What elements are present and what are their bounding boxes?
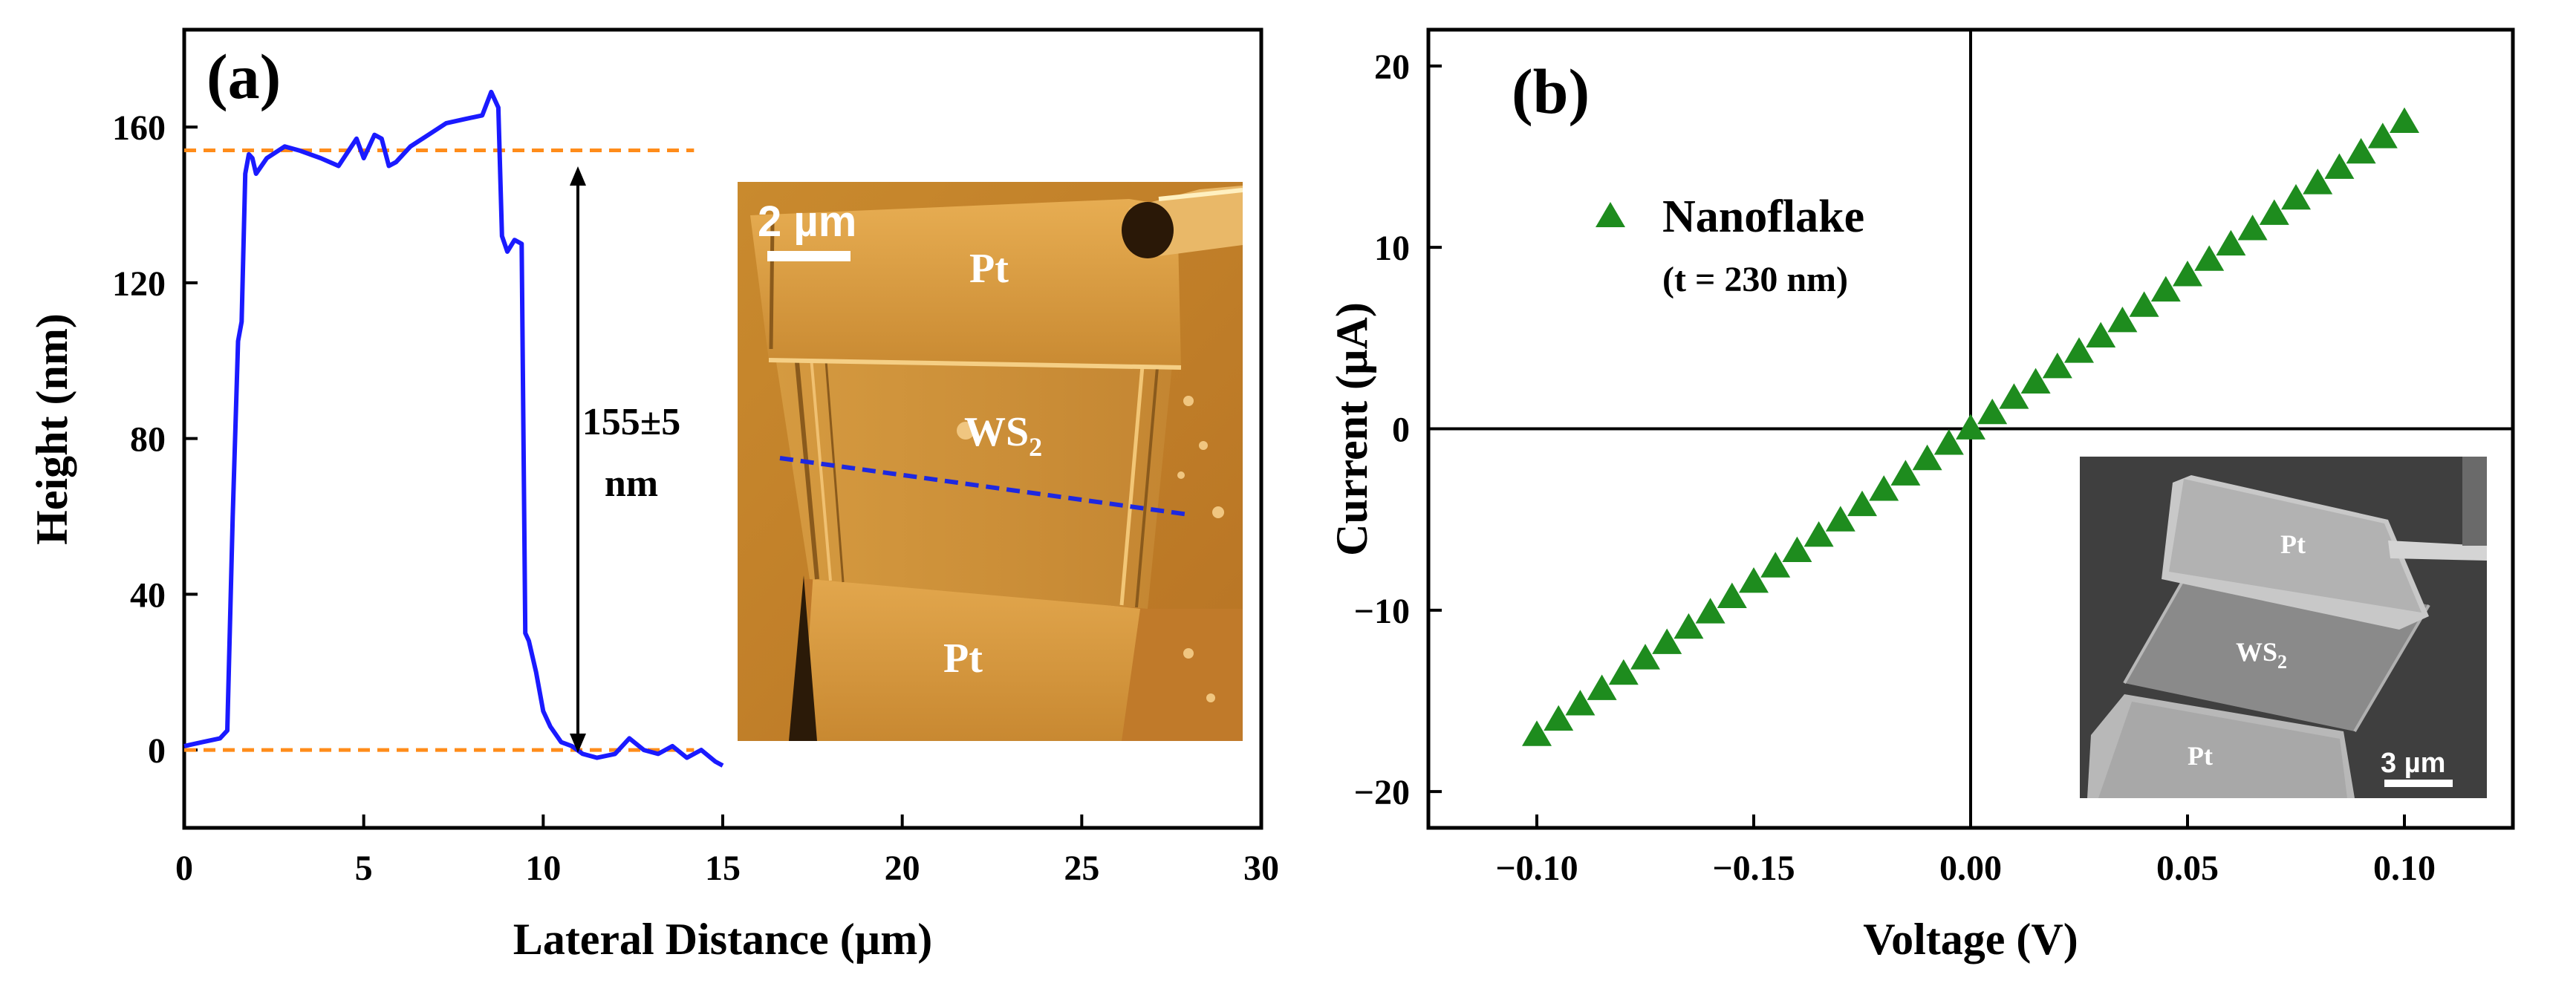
sem-label-pt-bottom: Pt: [2188, 741, 2213, 771]
panel-b-x-tick-label: −0.10: [1495, 849, 1578, 888]
panel-b-x-tick-label: 0.10: [2373, 849, 2436, 888]
data-point-triangle: [2390, 107, 2419, 134]
panel-b-x-ticks: −0.10 −0.15 0.00 0.05 0.10: [1495, 814, 2436, 888]
panel-a-y-tick-label: 80: [130, 420, 166, 460]
data-point-triangle: [1999, 383, 2029, 409]
data-point-triangle: [1630, 644, 1660, 670]
panel-a-x-tick-label: 30: [1243, 849, 1279, 888]
data-point-triangle: [1890, 460, 1921, 486]
panel-b-data-points: [1522, 107, 2419, 746]
panel-a-y-tick-label: 120: [112, 264, 166, 304]
data-point-triangle: [1522, 720, 1552, 746]
afm-inset-image: 2 µm Pt WS2 Pt: [738, 182, 1243, 741]
data-point-triangle: [1782, 536, 1812, 563]
data-point-triangle: [1977, 398, 2008, 425]
data-point-triangle: [1652, 628, 1682, 654]
panel-a-x-tick-label: 5: [355, 849, 373, 888]
height-profile-line: [183, 89, 724, 768]
panel-a-x-ticks: 0 5 10 15 20 25 30: [175, 814, 1279, 888]
panel-a-y-ticks: 0 40 80 120 160: [112, 108, 198, 771]
data-point-triangle: [2237, 215, 2268, 241]
panel-b-x-tick-label: −0.15: [1712, 849, 1795, 888]
data-point-triangle: [2086, 321, 2116, 348]
sem-inset-image: Pt WS2 Pt 3 µm: [2080, 457, 2487, 798]
panel-a-label: (a): [206, 41, 281, 112]
data-point-triangle: [2194, 245, 2225, 271]
afm-label-pt-bottom: Pt: [943, 636, 983, 682]
data-point-triangle: [2129, 291, 2159, 317]
panel-a-y-tick-label: 0: [148, 731, 166, 771]
data-point-triangle: [2020, 368, 2051, 394]
data-point-triangle: [1587, 674, 1617, 700]
data-point-triangle: [1739, 567, 1769, 593]
panel-b: (b) −0.10 −0.15 0.00 0.05 0.10 −20 −10 0 10 20 V…: [1327, 27, 2515, 964]
data-point-triangle: [2303, 169, 2333, 195]
sem-scale-bar-label: 3 µm: [2381, 748, 2445, 779]
thickness-arrow-head-top: [570, 166, 586, 186]
panel-b-x-tick-label: 0.05: [2156, 849, 2219, 888]
panel-b-y-tick-label: −10: [1354, 592, 1410, 631]
panel-b-y-tick-label: −20: [1354, 773, 1410, 812]
data-point-triangle: [2216, 229, 2246, 256]
data-point-triangle: [2281, 183, 2311, 210]
panel-b-x-tick-label: 0.00: [1939, 849, 2002, 888]
sem-scale-bar: [2384, 780, 2453, 787]
legend-label: Nanoflake: [1662, 192, 1864, 242]
data-point-triangle: [2259, 199, 2289, 225]
data-point-triangle: [1956, 414, 1985, 440]
sem-label-pt-top: Pt: [2280, 529, 2306, 559]
panel-b-y-ticks: −20 −10 0 10 20: [1354, 48, 1442, 812]
data-point-triangle: [2173, 261, 2202, 287]
data-point-triangle: [2346, 137, 2376, 164]
data-point-triangle: [1717, 582, 1747, 608]
data-point-triangle: [1608, 659, 1639, 685]
data-point-triangle: [1869, 475, 1899, 501]
data-point-triangle: [1695, 598, 1726, 624]
panel-a-y-axis-title: Height (nm): [27, 313, 77, 545]
data-point-triangle: [1803, 521, 1834, 547]
legend-sublabel: (t = 230 nm): [1662, 260, 1848, 299]
afm-scan-line: [779, 456, 1189, 517]
data-point-triangle: [1674, 613, 1704, 639]
panel-b-y-tick-label: 0: [1392, 411, 1410, 450]
data-point-triangle: [2107, 306, 2138, 333]
thickness-value-label: 155±5: [582, 401, 681, 443]
legend-triangle-marker: [1596, 202, 1625, 227]
panel-a-x-tick-label: 10: [525, 849, 561, 888]
afm-scale-bar-label: 2 µm: [758, 197, 856, 246]
afm-scale-bar: [767, 251, 850, 261]
panel-b-label: (b): [1512, 56, 1590, 127]
thickness-unit-label: nm: [605, 463, 658, 505]
panel-a-x-tick-label: 0: [175, 849, 193, 888]
panel-a-x-tick-label: 20: [885, 849, 920, 888]
panel-a-y-tick-label: 40: [130, 575, 166, 615]
data-point-triangle: [2042, 352, 2072, 379]
panel-b-y-tick-label: 20: [1374, 48, 1410, 87]
panel-a-y-tick-label: 160: [112, 108, 166, 148]
panel-b-x-axis-title: Voltage (V): [1863, 915, 2078, 964]
data-point-triangle: [2064, 337, 2094, 363]
afm-label-ws2: WS2: [964, 409, 1042, 462]
thickness-arrow-head-bottom: [570, 734, 586, 753]
panel-b-y-axis-title: Current (µA): [1327, 302, 1376, 556]
data-point-triangle: [2367, 123, 2398, 148]
data-point-triangle: [1912, 444, 1942, 471]
data-point-triangle: [2324, 153, 2355, 179]
data-point-triangle: [1825, 506, 1855, 532]
data-point-triangle: [1544, 705, 1574, 731]
data-point-triangle: [2150, 275, 2181, 302]
panel-b-y-tick-label: 10: [1374, 229, 1410, 268]
data-point-triangle: [1933, 429, 1964, 455]
data-point-triangle: [1847, 490, 1877, 517]
afm-label-pt-top: Pt: [969, 246, 1009, 292]
data-point-triangle: [1760, 552, 1791, 578]
sem-label-ws2: WS2: [2236, 637, 2287, 673]
panel-a-x-tick-label: 25: [1064, 849, 1099, 888]
panel-a-x-tick-label: 15: [705, 849, 741, 888]
panel-a: (a) 0 5 10 15 20 25 30 0 40 80 120 160 Lateral Dis…: [27, 27, 1279, 964]
panel-a-x-axis-title: Lateral Distance (µm): [513, 915, 932, 964]
data-point-triangle: [1565, 690, 1596, 716]
panel-a-guide-lines: [184, 148, 695, 752]
